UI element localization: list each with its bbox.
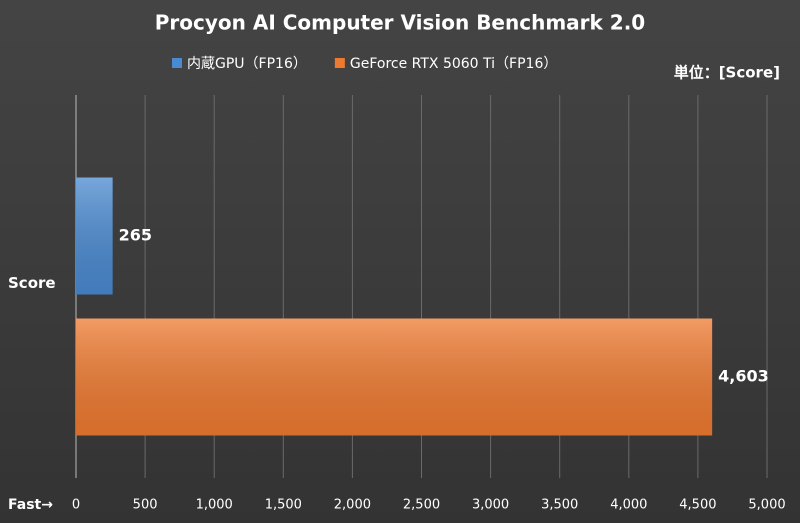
x-tick-label: 1,500: [265, 498, 302, 513]
value-label: 265: [119, 226, 152, 245]
x-tick-label: 4,500: [679, 498, 716, 513]
x-tick-label: 3,500: [541, 498, 578, 513]
bar-shade: [76, 318, 713, 436]
x-tick-label: 2,500: [403, 498, 440, 513]
bar-shade: [76, 177, 113, 295]
value-label: 4,603: [718, 367, 769, 386]
x-tick-label: 1,000: [196, 498, 233, 513]
unit-label: 単位：[Score]: [674, 64, 780, 82]
x-tick-label: 0: [72, 498, 80, 513]
legend-label: 内蔵GPU（FP16）: [187, 56, 307, 72]
chart-title: Procyon AI Computer Vision Benchmark 2.0: [155, 11, 645, 35]
x-tick-label: 2,000: [334, 498, 371, 513]
legend-label: GeForce RTX 5060 Ti（FP16）: [350, 56, 558, 72]
legend-swatch: [334, 58, 345, 68]
x-axis-label: Fast→: [8, 497, 53, 513]
legend-swatch: [172, 58, 182, 68]
x-tick-label: 5,000: [748, 498, 785, 513]
x-tick-label: 4,000: [610, 498, 647, 513]
x-tick-label: 3,000: [472, 498, 509, 513]
y-tick-label: Score: [8, 274, 56, 292]
x-tick-label: 500: [133, 498, 158, 513]
